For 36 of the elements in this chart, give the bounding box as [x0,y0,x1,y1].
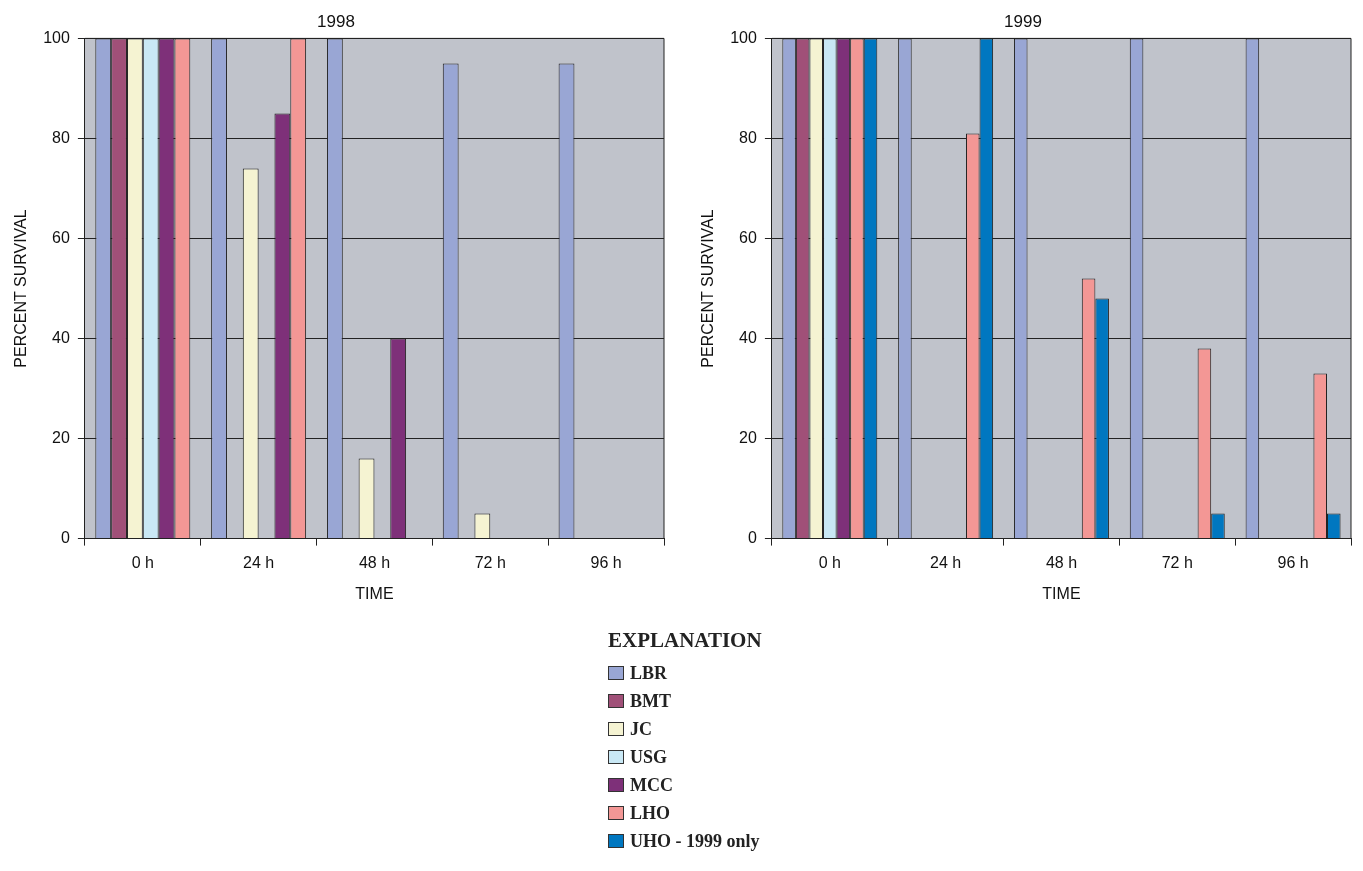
y-tick-label: 40 [739,328,757,346]
legend-title: EXPLANATION [608,628,763,653]
x-axis-title: TIME [1042,584,1081,602]
x-tick-label: 72 h [474,553,506,571]
x-tick-label: 48 h [1045,553,1078,571]
x-tick-label: 72 h [1161,553,1193,571]
y-axis-title: PERCENT SURVIVAL [699,209,717,368]
y-tick-label: 80 [52,128,70,146]
legend-label: LBR [630,662,668,684]
chart-title: 1998 [317,11,355,31]
x-axis-title: TIME [355,584,394,602]
y-tick-label: 40 [52,328,70,346]
legend-label: MCC [630,774,673,796]
y-tick-label: 60 [739,228,757,246]
legend-label: UHO - 1999 only [630,830,760,852]
y-axis-title: PERCENT SURVIVAL [12,209,30,368]
legend-label: USG [630,746,668,768]
y-tick-label: 20 [739,428,757,446]
legend-label: JC [630,718,652,740]
x-tick-label: 0 h [131,553,154,571]
x-tick-label: 0 h [818,553,841,571]
legend-label: BMT [630,690,672,712]
y-tick-label: 0 [747,529,757,547]
y-tick-label: 0 [60,529,70,547]
x-tick-label: 24 h [243,553,275,571]
chart-title: 1999 [1004,11,1042,31]
x-tick-label: 96 h [1277,553,1309,571]
x-tick-label: 48 h [358,553,391,571]
y-tick-label: 20 [52,428,70,446]
y-tick-label: 100 [43,28,70,46]
y-tick-label: 100 [730,28,757,46]
y-tick-label: 60 [52,228,70,246]
x-tick-label: 96 h [590,553,622,571]
legend-label: LHO [630,802,671,824]
x-tick-label: 24 h [930,553,962,571]
y-tick-label: 80 [739,128,757,146]
